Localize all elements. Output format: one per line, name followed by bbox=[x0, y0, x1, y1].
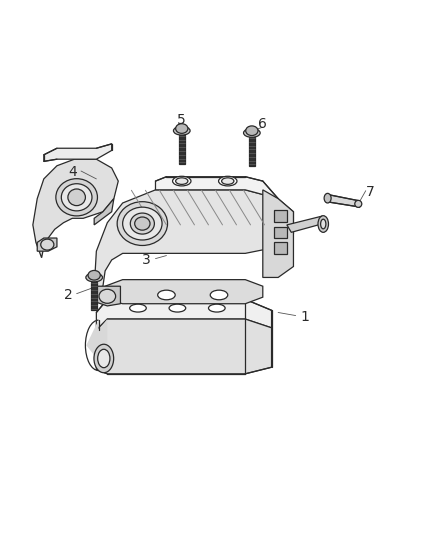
Ellipse shape bbox=[244, 128, 260, 138]
Polygon shape bbox=[274, 243, 287, 254]
Polygon shape bbox=[287, 216, 326, 232]
Ellipse shape bbox=[246, 126, 258, 135]
Ellipse shape bbox=[176, 178, 188, 184]
Ellipse shape bbox=[173, 176, 191, 186]
Ellipse shape bbox=[41, 239, 54, 250]
Ellipse shape bbox=[131, 213, 154, 234]
Ellipse shape bbox=[169, 304, 186, 312]
Ellipse shape bbox=[61, 184, 92, 211]
Ellipse shape bbox=[88, 270, 100, 280]
Ellipse shape bbox=[56, 179, 97, 216]
Ellipse shape bbox=[210, 290, 228, 300]
Ellipse shape bbox=[355, 200, 362, 207]
Ellipse shape bbox=[117, 201, 167, 246]
Text: 2: 2 bbox=[64, 288, 72, 302]
Polygon shape bbox=[249, 138, 255, 166]
Polygon shape bbox=[86, 319, 107, 374]
Text: 4: 4 bbox=[68, 165, 77, 179]
Ellipse shape bbox=[130, 304, 146, 312]
Ellipse shape bbox=[158, 290, 175, 300]
Ellipse shape bbox=[123, 207, 162, 240]
Ellipse shape bbox=[219, 176, 237, 186]
Ellipse shape bbox=[318, 216, 328, 232]
Ellipse shape bbox=[99, 289, 116, 303]
Polygon shape bbox=[326, 194, 359, 207]
Ellipse shape bbox=[98, 349, 110, 368]
Text: 6: 6 bbox=[258, 117, 267, 131]
Polygon shape bbox=[94, 199, 114, 225]
Polygon shape bbox=[96, 319, 272, 374]
Ellipse shape bbox=[208, 304, 225, 312]
Ellipse shape bbox=[176, 124, 188, 133]
Polygon shape bbox=[94, 190, 293, 288]
Ellipse shape bbox=[321, 219, 326, 229]
Polygon shape bbox=[96, 300, 272, 330]
Polygon shape bbox=[179, 135, 185, 164]
Ellipse shape bbox=[173, 126, 190, 135]
Text: 3: 3 bbox=[142, 253, 151, 267]
Polygon shape bbox=[37, 238, 57, 251]
Ellipse shape bbox=[324, 193, 331, 203]
Polygon shape bbox=[274, 227, 287, 238]
Text: 5: 5 bbox=[177, 113, 186, 127]
Polygon shape bbox=[44, 144, 112, 161]
Polygon shape bbox=[274, 211, 287, 222]
Ellipse shape bbox=[68, 189, 85, 206]
Ellipse shape bbox=[94, 344, 114, 373]
Polygon shape bbox=[33, 159, 118, 258]
Text: 7: 7 bbox=[366, 185, 374, 199]
Text: 1: 1 bbox=[300, 310, 309, 324]
Polygon shape bbox=[105, 280, 263, 304]
Polygon shape bbox=[94, 286, 120, 306]
Ellipse shape bbox=[135, 217, 150, 230]
Polygon shape bbox=[91, 282, 97, 310]
Polygon shape bbox=[263, 190, 293, 278]
Polygon shape bbox=[155, 177, 278, 199]
Ellipse shape bbox=[86, 273, 102, 282]
Ellipse shape bbox=[222, 178, 234, 184]
